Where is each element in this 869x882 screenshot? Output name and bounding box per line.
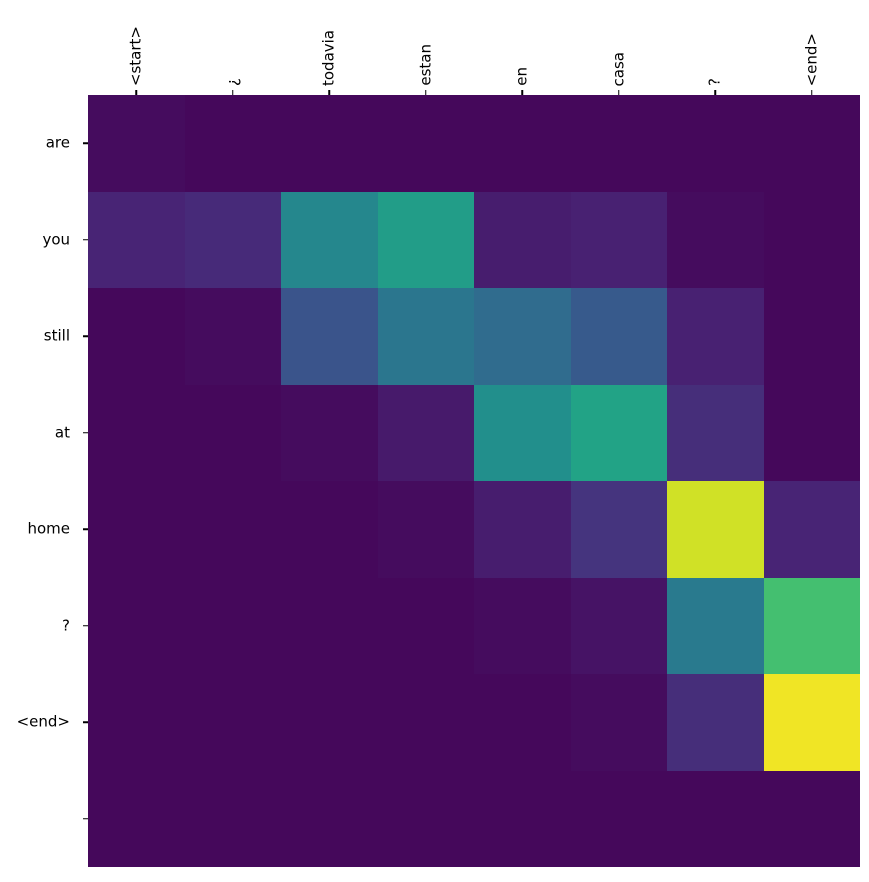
heatmap-cell <box>377 288 474 385</box>
x-axis-labels: <start> ¿ todavia estan en casa? <end> <box>88 0 860 95</box>
heatmap-cell <box>763 191 860 288</box>
y-tick-label: still <box>43 326 70 345</box>
heatmap-cell <box>763 95 860 192</box>
heatmap-cell <box>88 674 185 771</box>
heatmap-cell <box>570 384 667 481</box>
heatmap-cell <box>667 577 764 674</box>
x-tick-label: en <box>512 67 531 86</box>
heatmap-cell <box>184 770 281 867</box>
heatmap-cell <box>88 577 185 674</box>
heatmap-cell <box>763 674 860 771</box>
heatmap-cell <box>377 577 474 674</box>
heatmap-cell <box>281 288 378 385</box>
heatmap-cell <box>184 577 281 674</box>
x-tick-label: ¿ <box>223 78 242 86</box>
heatmap-cell <box>474 577 571 674</box>
heatmap-cell <box>570 770 667 867</box>
heatmap-cell <box>763 577 860 674</box>
heatmap-cell <box>667 384 764 481</box>
heatmap-cell <box>570 577 667 674</box>
heatmap-cell <box>281 384 378 481</box>
y-tick-label: <end> <box>16 712 70 731</box>
heatmap-cell <box>281 770 378 867</box>
heatmap-cell <box>377 481 474 578</box>
heatmap-cell <box>667 481 764 578</box>
heatmap-cell <box>88 384 185 481</box>
heatmap-cell <box>763 770 860 867</box>
heatmap-cell <box>667 95 764 192</box>
heatmap-cell <box>377 95 474 192</box>
heatmap-cell <box>570 481 667 578</box>
heatmap-cell <box>570 288 667 385</box>
heatmap-cell <box>474 384 571 481</box>
heatmap-cell <box>184 288 281 385</box>
heatmap-cell <box>184 384 281 481</box>
heatmap-cell <box>184 481 281 578</box>
heatmap-cell <box>281 191 378 288</box>
heatmap-cell <box>570 95 667 192</box>
heatmap-cell <box>377 191 474 288</box>
heatmap-grid <box>88 95 860 867</box>
heatmap-cell <box>377 674 474 771</box>
heatmap-cell <box>88 288 185 385</box>
y-tick-label: are <box>45 133 70 152</box>
heatmap-cell <box>88 770 185 867</box>
y-tick-label: home <box>27 519 70 538</box>
heatmap-cell <box>474 288 571 385</box>
heatmap-plot <box>88 95 860 867</box>
heatmap-cell <box>474 674 571 771</box>
heatmap-cell <box>474 95 571 192</box>
y-axis-labels: are you still at home? <end> <box>0 95 82 867</box>
heatmap-cell <box>184 191 281 288</box>
x-tick-label: <end> <box>802 32 821 86</box>
heatmap-cell <box>377 770 474 867</box>
heatmap-cell <box>474 770 571 867</box>
heatmap-cell <box>88 95 185 192</box>
heatmap-cell <box>763 384 860 481</box>
heatmap-cell <box>184 674 281 771</box>
heatmap-cell <box>667 770 764 867</box>
heatmap-cell <box>763 481 860 578</box>
y-tick-label: ? <box>62 616 70 635</box>
heatmap-cell <box>281 481 378 578</box>
heatmap-cell <box>377 384 474 481</box>
y-tick-label: at <box>54 423 70 442</box>
heatmap-cell <box>281 577 378 674</box>
heatmap-cell <box>763 288 860 385</box>
heatmap-cell <box>570 674 667 771</box>
heatmap-cell <box>88 191 185 288</box>
y-tick-label: you <box>42 230 70 249</box>
x-tick-label: casa <box>609 51 628 86</box>
heatmap-cell <box>184 95 281 192</box>
x-tick-label: ? <box>705 78 724 86</box>
x-tick-label: estan <box>416 44 435 86</box>
heatmap-cell <box>667 191 764 288</box>
heatmap-cell <box>570 191 667 288</box>
heatmap-cell <box>281 674 378 771</box>
heatmap-cell <box>474 191 571 288</box>
x-tick-label: <start> <box>126 25 145 86</box>
heatmap-cell <box>281 95 378 192</box>
heatmap-cell <box>667 288 764 385</box>
heatmap-cell <box>667 674 764 771</box>
x-tick-label: todavia <box>319 29 338 86</box>
heatmap-cell <box>474 481 571 578</box>
heatmap-cell <box>88 481 185 578</box>
